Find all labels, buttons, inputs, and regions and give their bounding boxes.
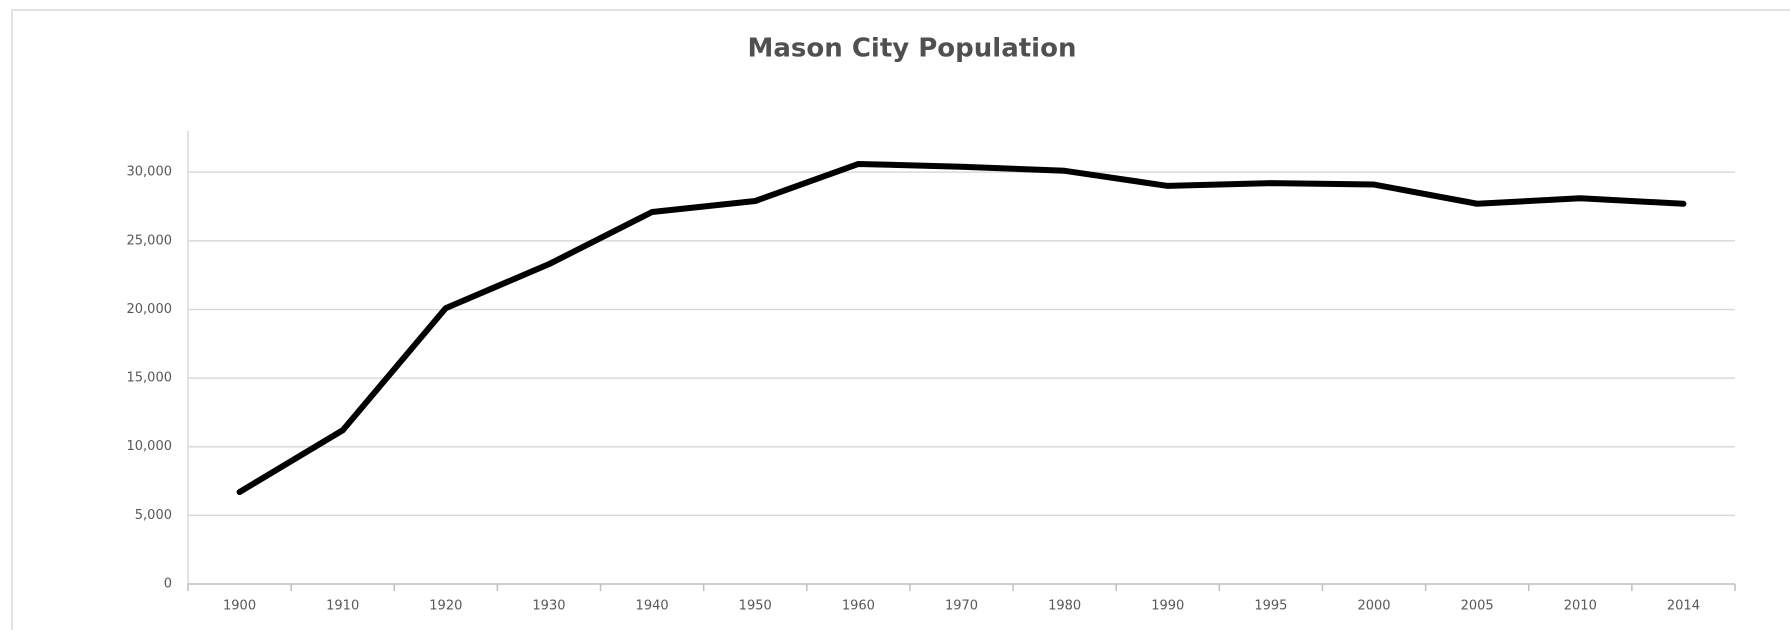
x-tick-label: 2010 [1564, 599, 1597, 614]
y-tick-label: 30,000 [127, 165, 173, 180]
x-tick-label: 2000 [1357, 599, 1390, 614]
x-tick-label: 2005 [1461, 599, 1494, 614]
chart-frame [11, 9, 1790, 630]
x-tick-label: 1970 [945, 599, 978, 614]
x-tick-label: 2014 [1667, 599, 1700, 614]
x-tick-label: 1930 [532, 599, 565, 614]
x-tick-label: 1900 [223, 599, 256, 614]
x-tick-label: 1995 [1254, 599, 1287, 614]
chart-title: Mason City Population [748, 34, 1077, 64]
y-tick-label: 20,000 [127, 302, 173, 317]
y-tick-label: 0 [164, 577, 172, 592]
x-tick-label: 1920 [429, 599, 462, 614]
data-line [236, 160, 1687, 496]
x-tick-label: 1950 [739, 599, 772, 614]
y-tick-label: 15,000 [127, 371, 173, 386]
x-tick-label: 1980 [1048, 599, 1081, 614]
y-tick-label: 25,000 [127, 233, 173, 248]
x-tick-label: 1960 [842, 599, 875, 614]
y-tick-label: 10,000 [127, 439, 173, 454]
y-tick-label: 5,000 [135, 508, 172, 523]
x-tick-label: 1940 [636, 599, 669, 614]
x-tick-label: 1990 [1151, 599, 1184, 614]
x-tick-label: 1910 [326, 599, 359, 614]
